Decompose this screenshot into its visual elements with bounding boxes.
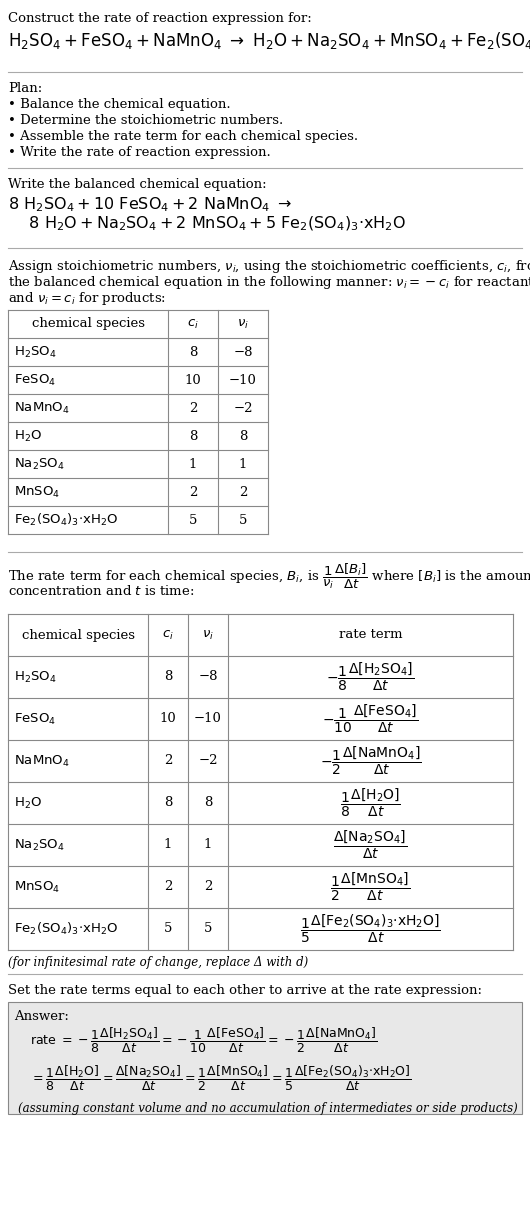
Text: $\mathrm{H_2SO_4}$: $\mathrm{H_2SO_4}$ xyxy=(14,669,57,685)
Text: $\dfrac{1}{5}\dfrac{\Delta[\mathrm{Fe_2(SO_4)_3{\cdot}xH_2O}]}{\Delta t}$: $\dfrac{1}{5}\dfrac{\Delta[\mathrm{Fe_2(… xyxy=(300,913,441,945)
Text: 2: 2 xyxy=(189,402,197,414)
Text: $c_i$: $c_i$ xyxy=(187,318,199,330)
Text: −10: −10 xyxy=(229,373,257,387)
Text: $\mathrm{8\ H_2SO_4 + 10\ FeSO_4 + 2\ NaMnO_4 \ \rightarrow}$: $\mathrm{8\ H_2SO_4 + 10\ FeSO_4 + 2\ Na… xyxy=(8,195,293,213)
Text: 8: 8 xyxy=(204,797,212,809)
Text: 8: 8 xyxy=(239,430,247,442)
Text: $\mathrm{Fe_2(SO_4)_3{\cdot}xH_2O}$: $\mathrm{Fe_2(SO_4)_3{\cdot}xH_2O}$ xyxy=(14,922,118,938)
Text: chemical species: chemical species xyxy=(31,318,145,330)
Text: Assign stoichiometric numbers, $\nu_i$, using the stoichiometric coefficients, $: Assign stoichiometric numbers, $\nu_i$, … xyxy=(8,257,530,275)
Text: rate term: rate term xyxy=(339,628,402,642)
Text: $-\dfrac{1}{2}\dfrac{\Delta[\mathrm{NaMnO_4}]}{\Delta t}$: $-\dfrac{1}{2}\dfrac{\Delta[\mathrm{NaMn… xyxy=(320,745,421,777)
Text: $\mathrm{FeSO_4}$: $\mathrm{FeSO_4}$ xyxy=(14,372,56,388)
Text: 10: 10 xyxy=(160,712,176,726)
Text: • Balance the chemical equation.: • Balance the chemical equation. xyxy=(8,99,231,111)
Text: $\mathrm{\ \ \ \ 8\ H_2O + Na_2SO_4 + 2\ MnSO_4 + 5\ Fe_2(SO_4)_3{\cdot}xH_2O}$: $\mathrm{\ \ \ \ 8\ H_2O + Na_2SO_4 + 2\… xyxy=(8,216,406,233)
Text: 1: 1 xyxy=(189,457,197,471)
Text: Answer:: Answer: xyxy=(14,1010,69,1023)
Text: • Write the rate of reaction expression.: • Write the rate of reaction expression. xyxy=(8,147,271,159)
Text: 5: 5 xyxy=(189,514,197,526)
Text: and $\nu_i = c_i$ for products:: and $\nu_i = c_i$ for products: xyxy=(8,290,166,307)
Text: • Determine the stoichiometric numbers.: • Determine the stoichiometric numbers. xyxy=(8,115,283,127)
Text: $\mathrm{H_2SO_4 + FeSO_4 + NaMnO_4 \ \rightarrow \ H_2O + Na_2SO_4 + MnSO_4 + F: $\mathrm{H_2SO_4 + FeSO_4 + NaMnO_4 \ \r… xyxy=(8,30,530,51)
Text: 1: 1 xyxy=(164,839,172,851)
Text: The rate term for each chemical species, $B_i$, is $\dfrac{1}{\nu_i}\dfrac{\Delt: The rate term for each chemical species,… xyxy=(8,562,530,591)
FancyBboxPatch shape xyxy=(8,1002,522,1114)
Text: 2: 2 xyxy=(164,881,172,893)
Text: (assuming constant volume and no accumulation of intermediates or side products): (assuming constant volume and no accumul… xyxy=(18,1101,518,1115)
Text: $\mathrm{Fe_2(SO_4)_3{\cdot}xH_2O}$: $\mathrm{Fe_2(SO_4)_3{\cdot}xH_2O}$ xyxy=(14,513,118,529)
Text: −10: −10 xyxy=(194,712,222,726)
Text: 2: 2 xyxy=(239,485,247,499)
Text: (for infinitesimal rate of change, replace Δ with d): (for infinitesimal rate of change, repla… xyxy=(8,956,308,970)
Text: $\mathrm{MnSO_4}$: $\mathrm{MnSO_4}$ xyxy=(14,484,60,499)
Text: the balanced chemical equation in the following manner: $\nu_i = -c_i$ for react: the balanced chemical equation in the fo… xyxy=(8,274,530,291)
Text: 8: 8 xyxy=(164,670,172,684)
Text: Construct the rate of reaction expression for:: Construct the rate of reaction expressio… xyxy=(8,12,312,25)
Text: $\mathrm{Na_2SO_4}$: $\mathrm{Na_2SO_4}$ xyxy=(14,456,65,472)
Text: 8: 8 xyxy=(164,797,172,809)
Text: $\mathrm{H_2SO_4}$: $\mathrm{H_2SO_4}$ xyxy=(14,345,57,360)
Text: $\nu_i$: $\nu_i$ xyxy=(237,318,249,330)
Text: Set the rate terms equal to each other to arrive at the rate expression:: Set the rate terms equal to each other t… xyxy=(8,984,482,997)
Text: $\nu_i$: $\nu_i$ xyxy=(202,628,214,642)
Text: 2: 2 xyxy=(204,881,212,893)
Text: 8: 8 xyxy=(189,430,197,442)
Text: chemical species: chemical species xyxy=(22,628,135,642)
Text: $\mathrm{H_2O}$: $\mathrm{H_2O}$ xyxy=(14,429,42,444)
Text: 1: 1 xyxy=(204,839,212,851)
Text: 1: 1 xyxy=(239,457,247,471)
Text: $\mathrm{MnSO_4}$: $\mathrm{MnSO_4}$ xyxy=(14,880,60,894)
Text: 2: 2 xyxy=(164,754,172,768)
Text: 5: 5 xyxy=(204,923,212,935)
Text: −8: −8 xyxy=(233,345,253,359)
Text: $c_i$: $c_i$ xyxy=(162,628,174,642)
Text: concentration and $t$ is time:: concentration and $t$ is time: xyxy=(8,584,195,598)
Text: Write the balanced chemical equation:: Write the balanced chemical equation: xyxy=(8,177,267,191)
Text: 10: 10 xyxy=(184,373,201,387)
Text: 8: 8 xyxy=(189,345,197,359)
Text: −2: −2 xyxy=(233,402,253,414)
Text: rate $= -\dfrac{1}{8}\dfrac{\Delta[\mathrm{H_2SO_4}]}{\Delta t} = -\dfrac{1}{10}: rate $= -\dfrac{1}{8}\dfrac{\Delta[\math… xyxy=(30,1026,377,1055)
Text: $-\dfrac{1}{10}\dfrac{\Delta[\mathrm{FeSO_4}]}{\Delta t}$: $-\dfrac{1}{10}\dfrac{\Delta[\mathrm{FeS… xyxy=(322,702,419,736)
Text: $\mathrm{NaMnO_4}$: $\mathrm{NaMnO_4}$ xyxy=(14,400,70,415)
Text: $\mathrm{Na_2SO_4}$: $\mathrm{Na_2SO_4}$ xyxy=(14,838,65,853)
Text: $\mathrm{H_2O}$: $\mathrm{H_2O}$ xyxy=(14,796,42,811)
Text: $\dfrac{\Delta[\mathrm{Na_2SO_4}]}{\Delta t}$: $\dfrac{\Delta[\mathrm{Na_2SO_4}]}{\Delt… xyxy=(333,829,408,861)
Text: $\mathrm{NaMnO_4}$: $\mathrm{NaMnO_4}$ xyxy=(14,754,70,769)
Text: 5: 5 xyxy=(239,514,247,526)
Text: Plan:: Plan: xyxy=(8,83,42,95)
Text: $\dfrac{1}{8}\dfrac{\Delta[\mathrm{H_2O}]}{\Delta t}$: $\dfrac{1}{8}\dfrac{\Delta[\mathrm{H_2O}… xyxy=(340,787,401,819)
Text: 5: 5 xyxy=(164,923,172,935)
Text: • Assemble the rate term for each chemical species.: • Assemble the rate term for each chemic… xyxy=(8,131,358,143)
Text: $\dfrac{1}{2}\dfrac{\Delta[\mathrm{MnSO_4}]}{\Delta t}$: $\dfrac{1}{2}\dfrac{\Delta[\mathrm{MnSO_… xyxy=(330,871,411,903)
Text: $\mathrm{FeSO_4}$: $\mathrm{FeSO_4}$ xyxy=(14,711,56,727)
Text: $-\dfrac{1}{8}\dfrac{\Delta[\mathrm{H_2SO_4}]}{\Delta t}$: $-\dfrac{1}{8}\dfrac{\Delta[\mathrm{H_2S… xyxy=(326,660,414,694)
Text: −2: −2 xyxy=(198,754,218,768)
Text: 2: 2 xyxy=(189,485,197,499)
Text: $= \dfrac{1}{8}\dfrac{\Delta[\mathrm{H_2O}]}{\Delta t} = \dfrac{\Delta[\mathrm{N: $= \dfrac{1}{8}\dfrac{\Delta[\mathrm{H_2… xyxy=(30,1064,412,1093)
Text: −8: −8 xyxy=(198,670,218,684)
